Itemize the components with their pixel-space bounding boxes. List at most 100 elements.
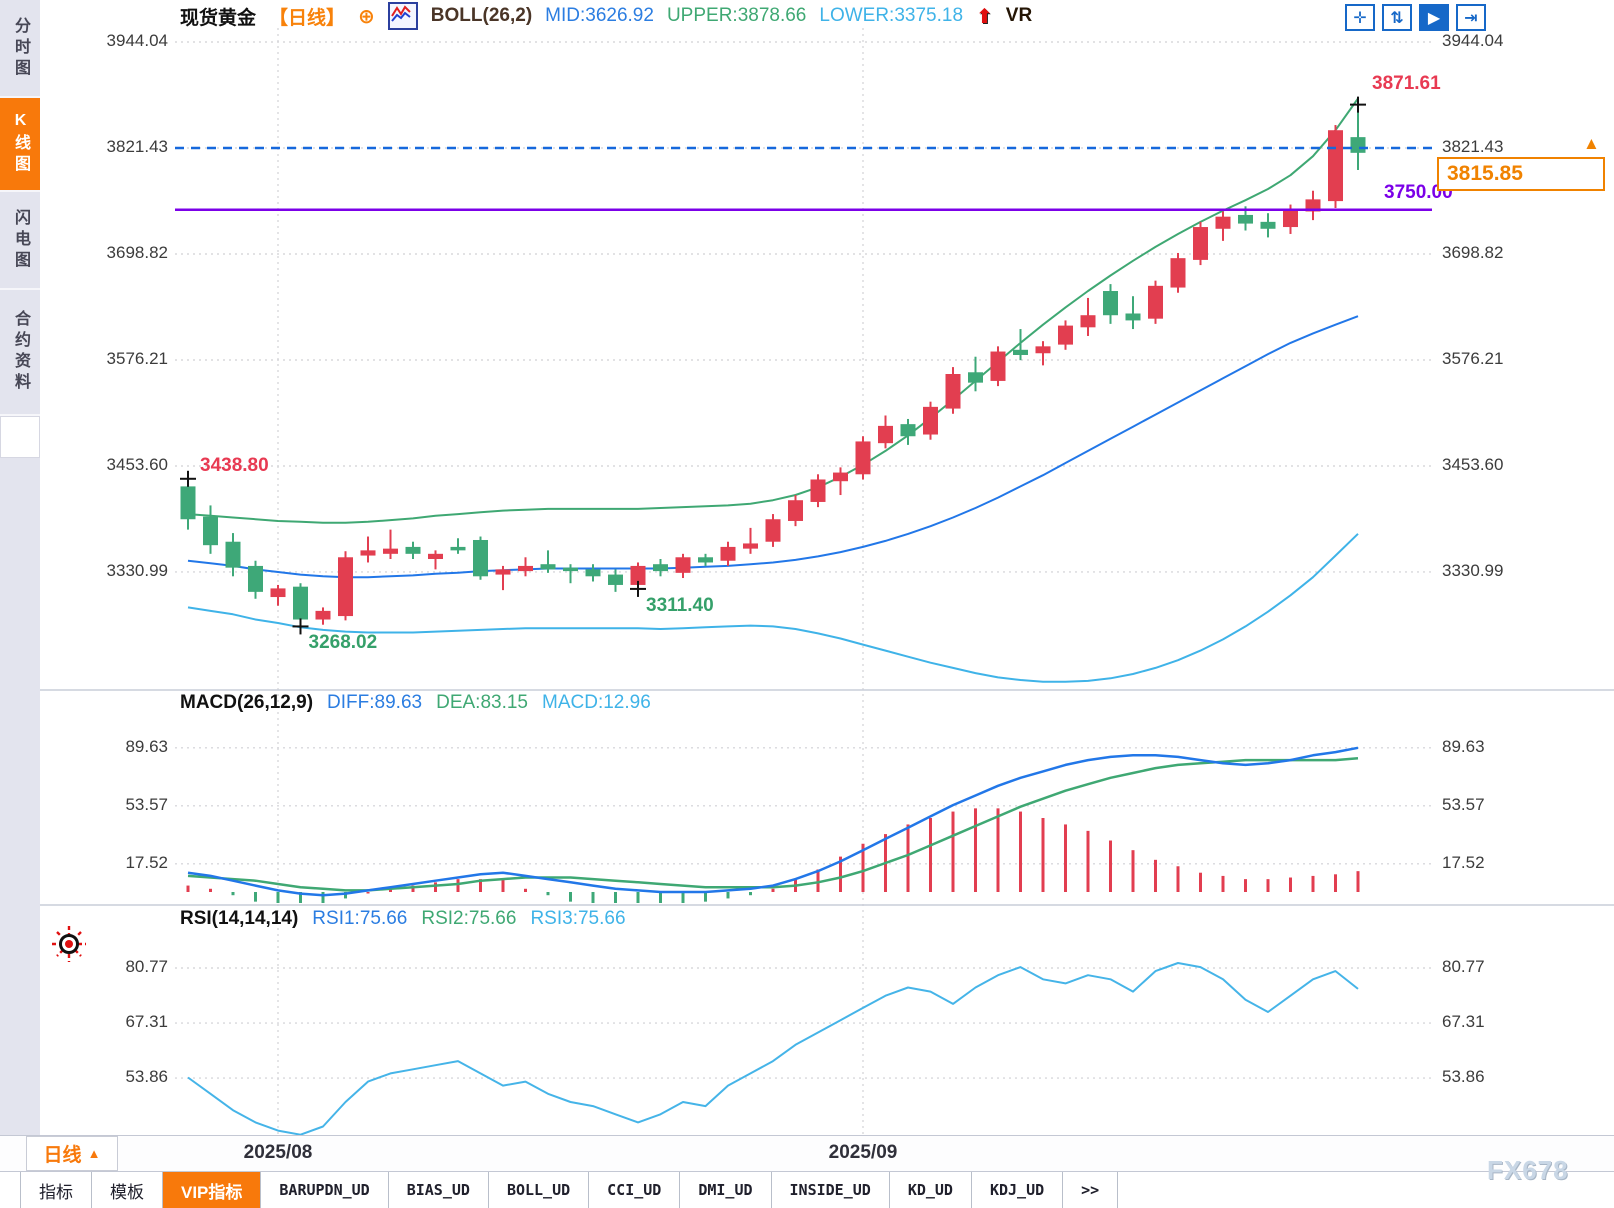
macd-tick-left: 89.63 [125,736,168,756]
candle-body [270,588,286,598]
price-annotation: 3871.61 [1372,72,1441,94]
rsi-tick-left: 80.77 [125,957,168,976]
bottom-tab-kdj_ud[interactable]: KDJ_UD [972,1172,1064,1208]
bottom-tab-[interactable]: 指标 [21,1172,92,1208]
macd-histogram-bar [479,879,482,892]
period-label: 【日线】 [269,7,346,29]
sidebar-tab-4[interactable]: 合约资料 [0,290,40,416]
candle-body [1193,227,1208,260]
bottom-tab-kd_ud[interactable]: KD_UD [890,1172,972,1208]
bottom-tab-inside_ud[interactable]: INSIDE_UD [772,1172,890,1208]
candle-body [405,546,421,554]
sidebar-tab-2[interactable]: K线图 [0,98,40,192]
macd-histogram-bar [951,811,955,892]
candle-body [1148,285,1163,319]
auto-scale-icon[interactable]: ▶ [1419,4,1449,31]
candle-body [563,567,578,572]
macd-dea-line [187,756,1359,892]
bottom-tab-cci_ud[interactable]: CCI_UD [589,1172,681,1208]
price-annotation: 3268.02 [308,632,378,654]
price-tick-left: 3821.43 [106,137,168,156]
macd-histogram-bar [996,808,1000,892]
candle-body [878,425,893,444]
up-arrow-icon: ⬆ [976,5,993,28]
bottom-tab-bias_ud[interactable]: BIAS_UD [389,1172,489,1208]
bottom-tab-barupdn_ud[interactable]: BARUPDN_UD [261,1172,389,1208]
price-tick-right: 3330.99 [1442,560,1504,580]
macd-histogram-bar [816,869,820,892]
expand-pane-icon[interactable]: ⇥ [1456,4,1486,31]
macd-histogram-bar [704,892,707,902]
axis-range-icon[interactable]: ⇅ [1382,4,1412,31]
boll-upper-line [187,97,1359,524]
macd-histogram-bar [636,892,640,903]
macd-histogram-bar [726,892,730,899]
indicator-tab-bar: 指标 模板 VIP指标 BARUPDN_UD BIAS_UD BOLL_UD CCI_UD D… [0,1172,1614,1208]
macd-histogram-bar [749,892,752,896]
candle-body [1238,214,1253,224]
sidebar-tab-3[interactable]: 闪电图 [0,192,40,290]
candle-body [180,486,196,520]
macd-histogram-bar [1109,840,1112,892]
vr-label[interactable]: VR [1005,5,1033,26]
add-indicator-icon[interactable]: ⊕ [358,5,375,28]
price-tick-right: 3576.21 [1442,348,1504,368]
rsi3-value: RSI3:75.66 [530,908,626,929]
sidebar-tab-1[interactable]: 分时图 [0,0,40,98]
tab-bar-lead [0,1172,21,1208]
candle-body [518,565,533,572]
rsi-tick-right: 53.86 [1442,1067,1485,1087]
macd-diff-value: DIFF:89.63 [327,692,423,713]
macd-histogram-bar [1041,818,1045,892]
triangle-up-icon: ▲ [87,1146,101,1161]
macd-histogram-bar [1334,874,1337,892]
bottom-tab->>[interactable]: >> [1063,1172,1119,1208]
macd-histogram-bar [1311,875,1315,892]
macd-histogram-bar [614,892,617,903]
macd-histogram-bar [456,879,460,892]
period-selector[interactable]: 日线 ▲ [26,1136,118,1171]
price-tick-left: 3453.60 [106,454,168,474]
macd-histogram-bar [434,882,437,892]
macd-histogram-bar [1086,830,1090,892]
sidebar-empty-slot [0,416,40,458]
boll-lower-line [187,533,1359,683]
price-tick-right: 3698.82 [1442,242,1504,262]
chart-canvas[interactable] [0,0,1614,1135]
candle-body [653,564,668,572]
crosshair-tool-icon[interactable]: ✛ [1345,4,1375,31]
bottom-tab-vip[interactable]: VIP指标 [163,1172,262,1208]
macd-histogram-bar [299,892,302,903]
price-tick-left: 3330.99 [106,560,168,580]
bottom-tab-[interactable]: 模板 [92,1172,163,1208]
rsi1-value: RSI1:75.66 [312,908,408,929]
macd-histogram-bar [1289,877,1292,892]
candle-body [203,516,218,546]
candle-body [1058,325,1073,345]
candle-body [1350,137,1366,153]
rsi-tick-right: 67.31 [1442,1012,1485,1032]
macd-tick-left: 17.52 [125,852,168,872]
bottom-tab-boll_ud[interactable]: BOLL_UD [489,1172,590,1208]
macd-histogram-bar [1199,872,1202,892]
macd-diff-line [187,746,1359,897]
macd-histogram-bar [231,892,235,896]
candle-body [1125,313,1141,321]
macd-histogram-bar [1019,811,1022,892]
bottom-tab-dmi_ud[interactable]: DMI_UD [680,1172,772,1208]
candle-body [833,472,848,482]
candle-body [585,569,601,577]
watermark: FX678 [1487,1155,1569,1185]
date-label: 2025/08 [243,1142,313,1163]
macd-histogram-bar [1154,859,1157,892]
main-legend: 现货黄金 【日线】 ⊕ BOLL(26,2) MID:3626.92 UPPER… [180,2,1032,30]
candle-body [1170,258,1186,288]
candle-body [1283,209,1298,228]
indicator-settings-sun-icon[interactable] [46,924,92,969]
macd-histogram-bar [591,892,595,903]
macd-histogram-bar [276,892,280,903]
candle-body [743,543,758,549]
candle-body [788,500,803,521]
macd-dea-value: DEA:83.15 [436,692,528,713]
candle-body [473,539,488,577]
